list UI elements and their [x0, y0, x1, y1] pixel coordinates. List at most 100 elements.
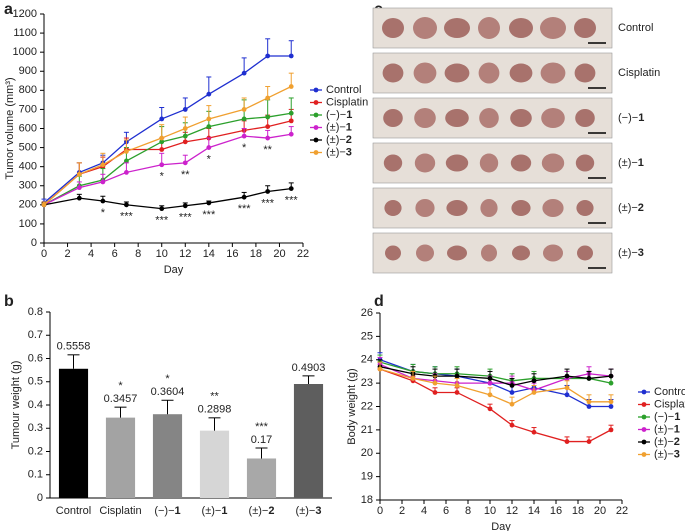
- row-label: (±)−2: [618, 202, 644, 214]
- y-tick-label: 22: [361, 400, 373, 412]
- y-tick-label: 0.5: [28, 376, 43, 388]
- bar: [293, 384, 324, 498]
- tumor: [575, 154, 595, 172]
- legend-label: Cisplatin: [326, 96, 368, 108]
- tumor: [415, 199, 435, 217]
- marker: [509, 383, 515, 388]
- legend-label: (±)−2: [326, 134, 352, 146]
- legend-label: (±)−3: [326, 146, 352, 158]
- tumor: [480, 199, 498, 217]
- marker: [124, 149, 129, 154]
- legend-label: (−)−1: [326, 109, 352, 121]
- marker: [265, 189, 271, 194]
- y-tick-label: 0.1: [28, 469, 43, 481]
- y-tick-label: 1000: [13, 46, 37, 58]
- series-line: [379, 368, 611, 405]
- significance: *: [242, 142, 247, 154]
- marker: [586, 439, 592, 444]
- panel-letter: a: [4, 1, 13, 18]
- legend-marker: [641, 439, 647, 445]
- y-tick-label: 23: [361, 377, 373, 389]
- marker: [265, 114, 271, 120]
- value-label: 0.2898: [198, 404, 232, 416]
- marker: [241, 107, 247, 112]
- value-label: 0.3604: [151, 386, 185, 398]
- marker: [76, 195, 82, 201]
- x-tick-label: 6: [112, 248, 118, 260]
- y-tick-label: 18: [361, 494, 373, 506]
- marker: [454, 390, 460, 395]
- y-tick-label: 26: [361, 307, 373, 319]
- legend-label: (−)−1: [654, 411, 680, 423]
- marker: [206, 124, 212, 129]
- tumor: [479, 108, 499, 128]
- significance: ***: [261, 197, 275, 209]
- x-tick-label: 18: [572, 505, 584, 517]
- y-axis-label: Body weight (g): [346, 368, 358, 444]
- y-tick-label: 0: [31, 237, 37, 249]
- marker: [265, 135, 271, 141]
- x-tick-label: (±)−2: [249, 505, 275, 517]
- marker: [288, 118, 294, 124]
- tumor: [540, 17, 566, 39]
- y-tick-label: 800: [19, 84, 37, 96]
- y-axis-label: Tumor volume (mm³): [4, 77, 16, 179]
- y-tick-label: 600: [19, 122, 37, 134]
- marker: [288, 53, 294, 59]
- marker: [124, 158, 129, 164]
- x-tick-label: 4: [88, 248, 94, 260]
- bar: [152, 414, 183, 498]
- x-axis-label: Day: [491, 521, 511, 531]
- tumor: [414, 108, 436, 128]
- bar: [246, 458, 277, 498]
- marker: [206, 200, 212, 206]
- x-tick-label: 4: [421, 505, 427, 517]
- tumor: [444, 63, 470, 83]
- y-tick-label: 100: [19, 218, 37, 230]
- significance: *: [165, 373, 170, 385]
- x-tick-label: 22: [616, 505, 628, 517]
- x-tick-label: (−)−1: [154, 505, 180, 517]
- legend-marker: [313, 125, 319, 130]
- tumor: [478, 62, 500, 84]
- x-tick-label: 10: [156, 248, 168, 260]
- x-tick-label: 12: [506, 505, 518, 517]
- tumor: [446, 200, 468, 216]
- tumor: [509, 63, 533, 83]
- series-line: [43, 187, 292, 210]
- legend-marker: [313, 100, 319, 105]
- x-tick-label: (±)−3: [296, 505, 322, 517]
- marker: [182, 107, 188, 112]
- x-tick-label: 2: [399, 505, 405, 517]
- marker: [182, 203, 188, 209]
- series-line: [43, 112, 292, 206]
- bar: [58, 368, 89, 498]
- marker: [487, 380, 493, 386]
- y-tick-label: 1200: [13, 8, 37, 20]
- marker: [531, 429, 537, 435]
- tumor: [413, 62, 437, 84]
- y-tick-label: 1100: [13, 27, 37, 39]
- legend-label: (±)−3: [654, 448, 680, 460]
- y-tick-label: 0.2: [28, 445, 43, 457]
- marker: [241, 133, 247, 139]
- tumor: [511, 200, 531, 216]
- row-label: Cisplatin: [618, 67, 660, 79]
- marker: [487, 376, 493, 381]
- legend-marker: [313, 112, 319, 118]
- significance: *: [160, 171, 165, 183]
- significance: **: [181, 169, 190, 181]
- marker: [377, 366, 383, 372]
- row-label: (±)−1: [618, 157, 644, 169]
- significance: *: [207, 153, 212, 165]
- marker: [206, 91, 212, 97]
- marker: [509, 401, 515, 407]
- legend-label: (±)−1: [654, 423, 680, 435]
- tumor: [383, 109, 403, 127]
- series-line: [379, 363, 612, 391]
- y-tick-label: 500: [19, 141, 37, 153]
- marker: [288, 186, 294, 192]
- marker: [288, 131, 294, 137]
- x-axis-label: Day: [164, 264, 184, 276]
- marker: [100, 162, 106, 168]
